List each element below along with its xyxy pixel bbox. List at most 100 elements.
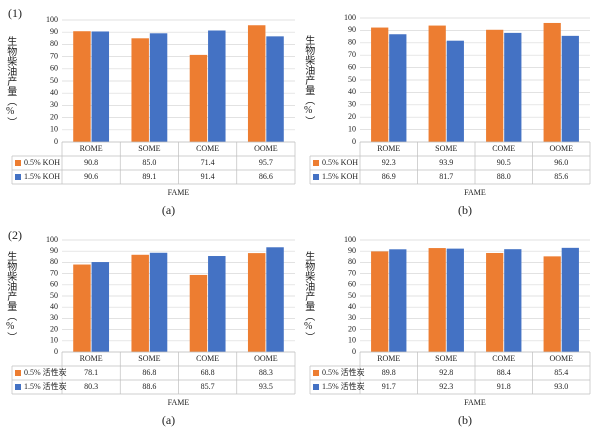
- y-tick-label: 0: [352, 137, 356, 146]
- y-tick-label: 40: [50, 302, 58, 311]
- table-value: 91.4: [201, 172, 215, 181]
- table-value: 86.9: [382, 172, 396, 181]
- legend-label: 0.5% 活性炭: [24, 367, 67, 377]
- table-value: 93.9: [439, 158, 453, 167]
- bar: [428, 248, 446, 352]
- bar: [446, 248, 464, 352]
- legend-label: 0.5% KOH: [322, 158, 358, 167]
- bar: [189, 274, 208, 352]
- table-value: 96.0: [554, 158, 568, 167]
- x-tick-label: COME: [492, 354, 515, 363]
- y-tick-label: 40: [348, 87, 356, 96]
- y-tick-label: 50: [50, 76, 58, 85]
- y-axis-label: 生物柴油产量（%）: [5, 250, 17, 342]
- y-tick-label: 40: [348, 302, 356, 311]
- bar: [428, 25, 446, 143]
- y-tick-label: 80: [50, 257, 58, 266]
- y-tick-label: 90: [50, 27, 58, 36]
- y-tick-label: 70: [50, 51, 58, 60]
- bar: [208, 256, 226, 352]
- bar: [543, 256, 561, 352]
- x-axis-label: FAME: [464, 398, 486, 407]
- panel-caption: (b): [458, 413, 472, 427]
- y-tick-label: 50: [348, 291, 356, 300]
- table-value: 85.0: [142, 158, 156, 167]
- bar: [486, 29, 504, 143]
- y-tick-label: 70: [348, 50, 356, 59]
- x-axis-label: FAME: [168, 188, 190, 197]
- table-value: 85.4: [554, 368, 568, 377]
- y-tick-label: 70: [50, 268, 58, 277]
- bar: [561, 35, 579, 142]
- y-tick-label: 10: [348, 336, 356, 345]
- legend-label: 1.5% KOH: [24, 172, 60, 181]
- y-tick-label: 30: [50, 100, 58, 109]
- y-tick-label: 100: [46, 15, 58, 24]
- x-tick-label: COME: [196, 144, 219, 153]
- legend-label: 1.5% KOH: [322, 172, 358, 181]
- y-tick-label: 20: [348, 112, 356, 121]
- x-tick-label: OOME: [254, 354, 278, 363]
- row-label: (1): [8, 6, 22, 20]
- y-tick-label: 80: [348, 38, 356, 47]
- bar: [561, 247, 579, 352]
- x-tick-label: COME: [492, 144, 515, 153]
- y-tick-label: 60: [50, 64, 58, 73]
- bar: [247, 25, 266, 142]
- bar: [247, 253, 266, 352]
- y-tick-label: 40: [50, 88, 58, 97]
- table-value: 92.8: [439, 368, 453, 377]
- x-tick-label: COME: [196, 354, 219, 363]
- table-value: 93.0: [554, 382, 568, 391]
- bar: [446, 40, 464, 142]
- y-tick-label: 30: [348, 313, 356, 322]
- y-tick-label: 20: [50, 112, 58, 121]
- y-tick-label: 60: [50, 280, 58, 289]
- y-tick-label: 20: [50, 324, 58, 333]
- legend-key: [313, 370, 319, 376]
- panel-caption: (a): [162, 413, 175, 427]
- bar: [389, 249, 407, 352]
- table-value: 90.8: [84, 158, 98, 167]
- bar: [486, 252, 504, 352]
- table-value: 91.8: [497, 382, 511, 391]
- legend-key: [15, 160, 21, 166]
- bar: [73, 31, 91, 143]
- panel-caption: (a): [162, 203, 175, 217]
- table-value: 92.3: [439, 382, 453, 391]
- legend-key: [15, 174, 21, 180]
- y-axis-label: 生物柴油产量（%）: [303, 34, 315, 126]
- bar: [389, 34, 407, 142]
- legend-label: 0.5% 活性炭: [322, 367, 365, 377]
- y-tick-label: 100: [344, 235, 356, 244]
- y-tick-label: 50: [50, 291, 58, 300]
- y-tick-label: 10: [50, 336, 58, 345]
- x-tick-label: ROME: [80, 144, 103, 153]
- bar: [371, 27, 389, 142]
- y-tick-label: 60: [348, 62, 356, 71]
- table-value: 81.7: [439, 172, 453, 181]
- table-value: 71.4: [201, 158, 215, 167]
- y-axis-label: 生物柴油产量（%）: [303, 250, 315, 342]
- x-tick-label: ROME: [80, 354, 103, 363]
- y-tick-label: 50: [348, 75, 356, 84]
- x-axis-label: FAME: [168, 398, 190, 407]
- legend-key: [15, 384, 21, 390]
- y-tick-label: 0: [54, 137, 58, 146]
- bar: [131, 38, 149, 142]
- x-tick-label: ROME: [377, 354, 400, 363]
- bar: [131, 254, 149, 352]
- y-tick-label: 90: [50, 246, 58, 255]
- y-tick-label: 30: [50, 313, 58, 322]
- y-tick-label: 90: [348, 246, 356, 255]
- bar: [504, 32, 522, 142]
- table-value: 85.6: [554, 172, 568, 181]
- table-value: 88.6: [142, 382, 156, 391]
- x-tick-label: SOME: [138, 144, 160, 153]
- panel-caption: (b): [458, 203, 472, 217]
- x-tick-label: OOME: [254, 144, 278, 153]
- x-tick-label: SOME: [435, 354, 457, 363]
- table-value: 86.8: [142, 368, 156, 377]
- bar: [189, 54, 208, 142]
